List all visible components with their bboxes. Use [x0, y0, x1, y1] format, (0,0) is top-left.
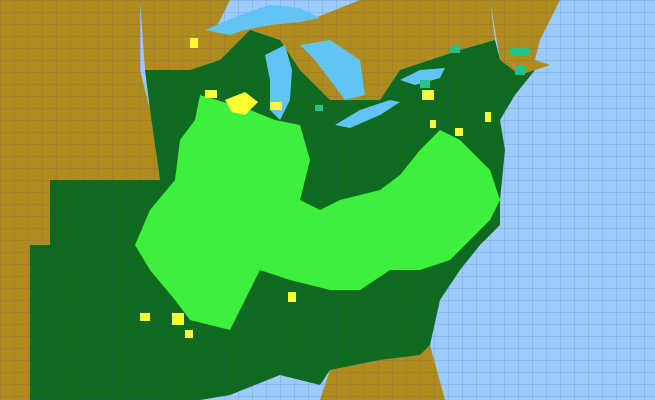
highlight-light-green: [135, 95, 500, 330]
lake-erie: [335, 100, 400, 128]
great-lakes: [205, 5, 445, 128]
lake-huron: [300, 40, 365, 100]
lake-superior: [205, 5, 320, 35]
highlight-teal: [315, 45, 530, 111]
lake-michigan: [265, 45, 292, 120]
highlight-yellow: [140, 38, 491, 338]
lake-ontario: [400, 68, 445, 85]
